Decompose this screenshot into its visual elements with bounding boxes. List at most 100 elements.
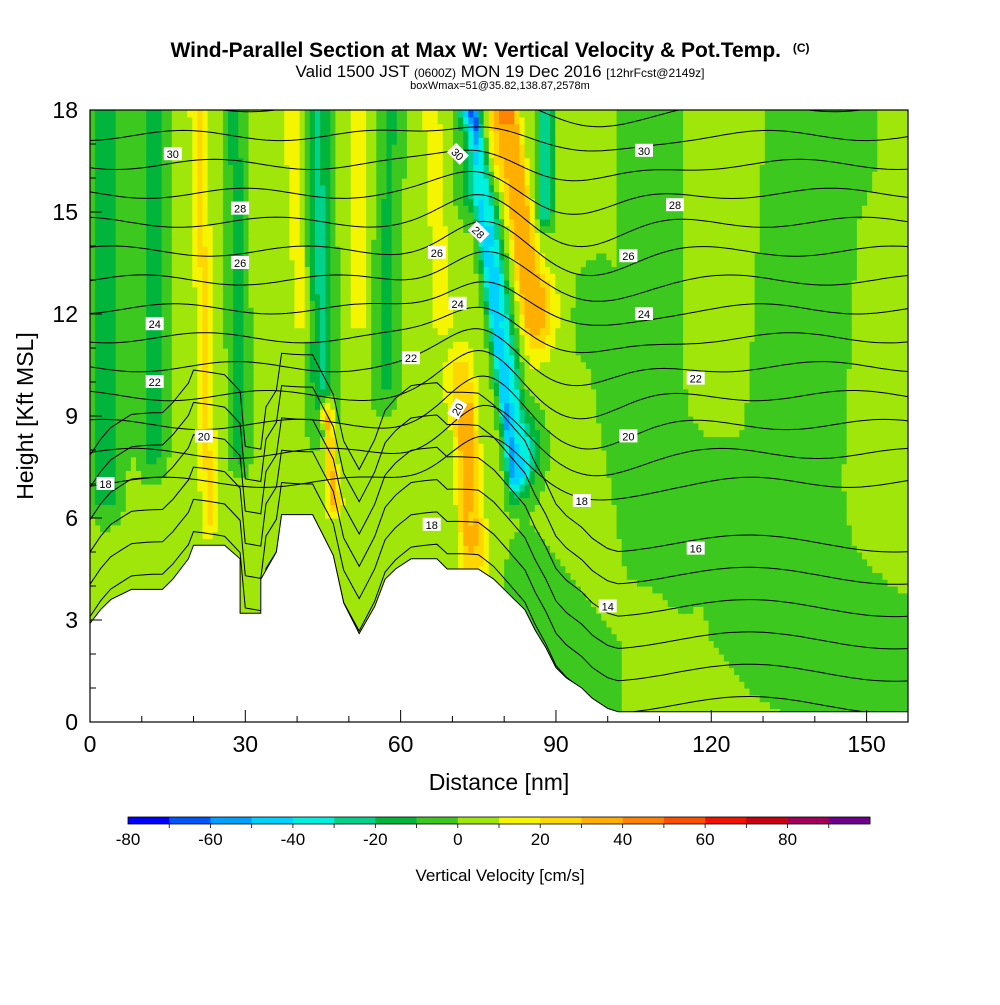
- field-cell: [872, 701, 878, 709]
- field-cell: [877, 518, 884, 526]
- field-cell: [795, 654, 802, 662]
- field-cell: [805, 647, 812, 655]
- field-cell: [657, 681, 664, 689]
- field-cell: [263, 518, 270, 526]
- field-cell: [366, 545, 372, 553]
- field-cell: [570, 511, 577, 519]
- field-cell: [621, 558, 628, 567]
- field-cell: [713, 667, 720, 675]
- field-cell: [642, 579, 648, 587]
- field-cell: [729, 620, 735, 628]
- field-cell: [151, 511, 158, 519]
- field-cell: [580, 606, 587, 614]
- field-cell: [739, 538, 745, 546]
- field-cell: [754, 511, 761, 519]
- field-cell: [580, 633, 587, 641]
- field-cell: [662, 558, 669, 567]
- field-cell: [810, 633, 817, 641]
- field-cell: [790, 681, 797, 689]
- field-cell: [759, 667, 766, 675]
- field-cell: [739, 511, 745, 519]
- field-cell: [647, 511, 653, 519]
- field-cell: [447, 552, 454, 560]
- field-cell: [580, 558, 587, 567]
- field-cell: [713, 613, 720, 621]
- field-cell: [805, 545, 812, 553]
- field-cell: [718, 558, 725, 567]
- field-cell: [100, 565, 106, 573]
- field-cell: [233, 511, 239, 519]
- field-cell: [892, 633, 899, 641]
- field-cell: [534, 545, 541, 553]
- field-cell: [677, 640, 684, 648]
- field-cell: [775, 599, 781, 607]
- field-cell: [217, 511, 224, 519]
- field-cell: [897, 511, 904, 519]
- field-cell: [836, 518, 843, 526]
- field-cell: [861, 640, 868, 648]
- field-cell: [222, 504, 229, 512]
- field-cell: [657, 640, 664, 648]
- field-cell: [867, 545, 873, 553]
- field-cell: [406, 545, 413, 553]
- field-cell: [708, 524, 715, 533]
- field-cell: [151, 524, 158, 533]
- field-cell: [238, 606, 244, 614]
- field-cell: [596, 565, 602, 573]
- field-cell: [529, 586, 536, 594]
- field-cell: [427, 538, 434, 546]
- field-cell: [100, 524, 106, 533]
- field-cell: [335, 518, 342, 526]
- field-cell: [821, 565, 827, 573]
- field-cell: [596, 613, 602, 621]
- field-cell: [355, 518, 362, 526]
- field-cell: [575, 647, 582, 655]
- field-cell: [652, 647, 659, 655]
- field-cell: [596, 674, 602, 682]
- field-cell: [693, 694, 699, 703]
- field-cell: [371, 558, 377, 567]
- field-cell: [626, 599, 633, 607]
- field-cell: [616, 694, 623, 703]
- field-cell: [156, 579, 163, 587]
- field-cell: [861, 626, 868, 635]
- field-cell: [729, 599, 735, 607]
- field-cell: [749, 552, 756, 560]
- field-cell: [856, 572, 863, 580]
- field-cell: [171, 538, 178, 546]
- field-cell: [902, 633, 908, 641]
- field-cell: [642, 572, 648, 580]
- field-cell: [647, 681, 653, 689]
- field-cell: [800, 688, 807, 696]
- field-cell: [831, 572, 838, 580]
- field-cell: [248, 592, 255, 601]
- field-cell: [826, 599, 832, 607]
- field-cell: [764, 538, 771, 546]
- field-cell: [580, 660, 587, 669]
- field-cell: [867, 647, 873, 655]
- field-cell: [555, 647, 561, 655]
- field-cell: [146, 531, 152, 539]
- field-cell: [841, 586, 848, 594]
- field-cell: [575, 681, 582, 689]
- field-cell: [805, 688, 812, 696]
- field-cell: [463, 552, 469, 560]
- field-cell: [560, 606, 567, 614]
- field-cell: [703, 660, 710, 669]
- field-cell: [335, 545, 342, 553]
- field-cell: [412, 511, 418, 519]
- field-cell: [667, 518, 674, 526]
- field-cell: [616, 511, 623, 519]
- field-cell: [713, 681, 720, 689]
- field-cell: [95, 565, 101, 573]
- field-cell: [238, 572, 244, 580]
- field-cell: [478, 545, 485, 553]
- field-cell: [151, 572, 158, 580]
- field-cell: [734, 592, 740, 601]
- field-cell: [672, 565, 679, 573]
- field-cell: [360, 620, 367, 628]
- field-cell: [447, 531, 454, 539]
- field-cell: [570, 674, 577, 682]
- field-cell: [355, 545, 362, 553]
- field-cell: [110, 538, 117, 546]
